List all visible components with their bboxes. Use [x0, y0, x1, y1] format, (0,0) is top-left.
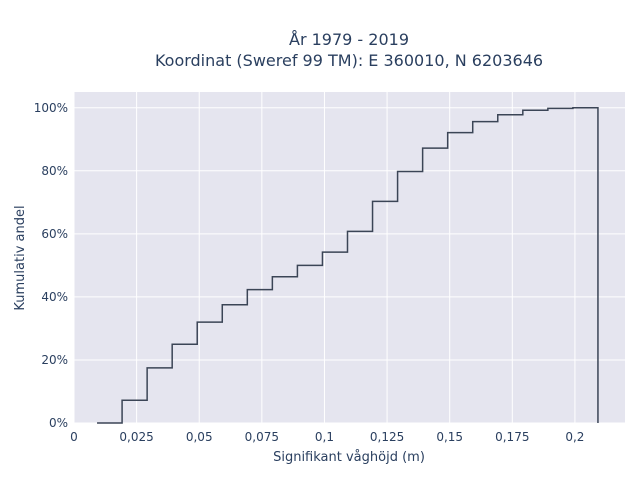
x-axis-label: Signifikant våghöjd (m): [273, 450, 425, 465]
x-tick-label: 0: [70, 430, 78, 444]
y-tick-label: 0%: [49, 416, 68, 430]
y-tick-label: 40%: [41, 290, 68, 304]
x-tick-label: 0,075: [245, 430, 279, 444]
x-axis-ticks: 0 0,025 0,05 0,075 0,1 0,125 0,15 0,175 0,2: [70, 430, 584, 444]
x-tick-label: 0,175: [495, 430, 529, 444]
x-tick-label: 0,2: [565, 430, 584, 444]
y-tick-label: 80%: [41, 164, 68, 178]
chart-title-line2: Koordinat (Sweref 99 TM): E 360010, N 62…: [155, 51, 543, 70]
x-tick-label: 0,025: [119, 430, 153, 444]
x-tick-label: 0,05: [186, 430, 213, 444]
x-tick-label: 0,1: [315, 430, 334, 444]
chart-title-line1: År 1979 - 2019: [289, 30, 409, 49]
plot-area: [74, 92, 625, 423]
y-tick-label: 20%: [41, 353, 68, 367]
x-tick-label: 0,15: [436, 430, 463, 444]
y-axis-label: Kumulativ andel: [13, 205, 28, 310]
grid-lines: [73, 92, 625, 424]
y-tick-label: 100%: [34, 101, 68, 115]
y-axis-ticks: 0% 20% 40% 60% 80% 100%: [34, 101, 68, 430]
series-step-line: [97, 107, 599, 424]
y-tick-label: 60%: [41, 227, 68, 241]
x-tick-label: 0,125: [370, 430, 404, 444]
